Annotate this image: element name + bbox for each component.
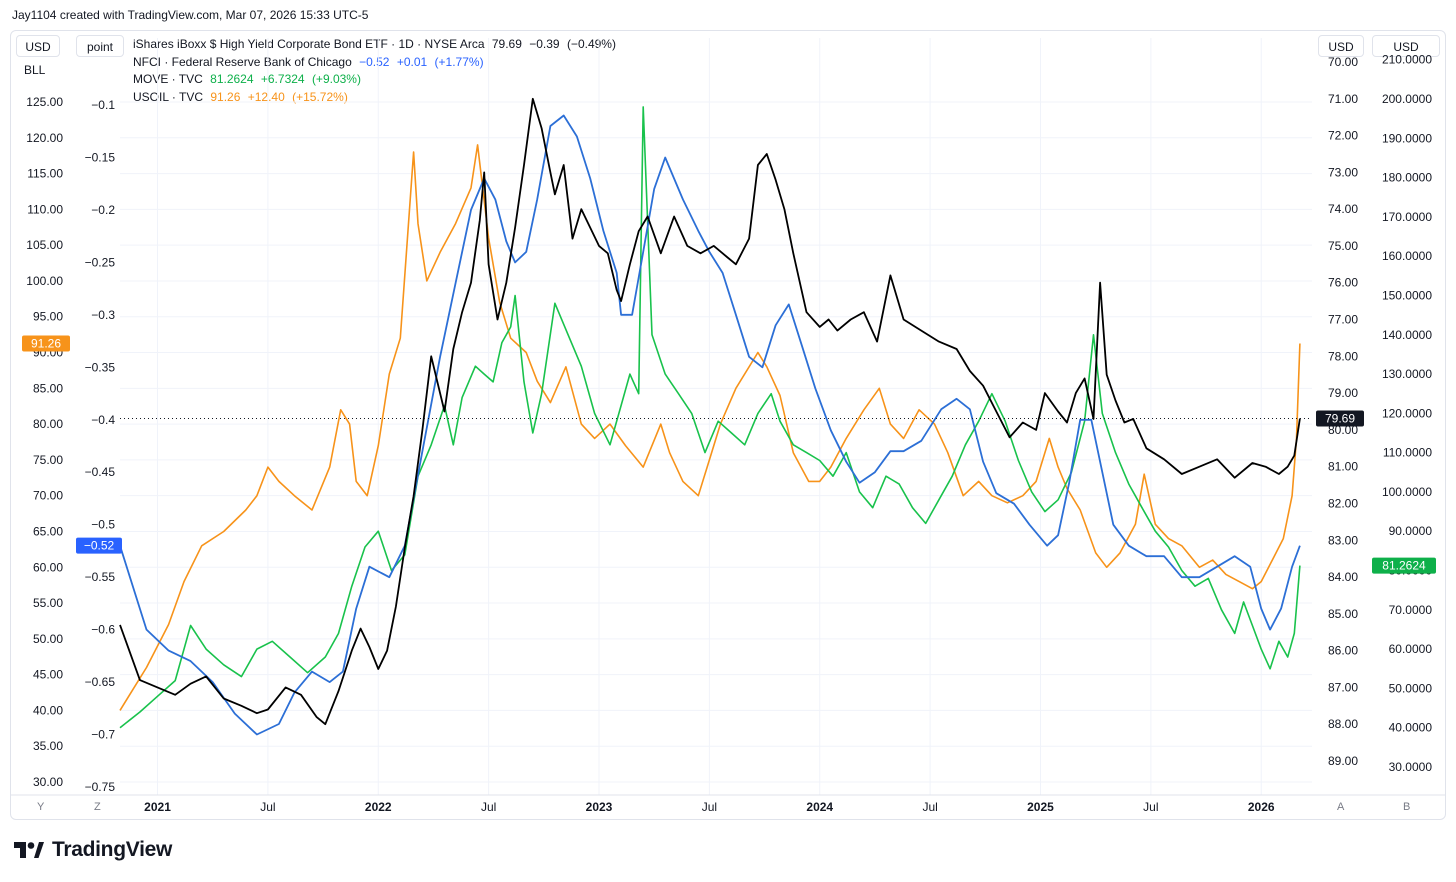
legend-row-hyg[interactable]: iShares iBoxx $ High Yield Corporate Bon… (133, 36, 620, 54)
legend-series-pct: (+9.03%) (311, 72, 361, 86)
tradingview-logo: TradingView (14, 838, 172, 862)
legend-row-nfci[interactable]: NFCI · Federal Reserve Bank of Chicago −… (133, 54, 620, 72)
legend-series-change: −0.39 (529, 37, 560, 51)
chart-legend: iShares iBoxx $ High Yield Corporate Bon… (133, 36, 620, 106)
legend-series-name: USOIL · TVC (133, 89, 204, 104)
legend-series-pct: (−0.49%) (566, 37, 616, 51)
legend-series-pct: (+1.77%) (434, 54, 484, 69)
right-axis-unit-button-usd-2[interactable]: USD (1372, 35, 1440, 57)
legend-series-value: −0.52 (359, 54, 390, 69)
legend-series-change: +12.40 (247, 89, 285, 104)
right-axis-unit-button-usd-1[interactable]: USD (1318, 35, 1364, 57)
chart-attribution: Jay1104 created with TradingView.com, Ma… (12, 8, 369, 22)
log-scale-toggle-y[interactable]: Y (37, 801, 45, 813)
legend-series-name: NFCI · Federal Reserve Bank of Chicago (133, 54, 352, 69)
left-axis-unit-button-point[interactable]: point (76, 35, 124, 57)
brand-name: TradingView (52, 838, 173, 861)
legend-series-pct: (+15.72%) (292, 89, 348, 104)
auto-scale-toggle-a[interactable]: A (1337, 801, 1345, 813)
auto-scale-toggle-b[interactable]: B (1403, 801, 1411, 813)
legend-series-value: 81.2624 (210, 72, 254, 86)
left-axis-symbol-label: BLL (24, 63, 46, 77)
legend-series-name: iShares iBoxx $ High Yield Corporate Bon… (133, 37, 485, 51)
legend-series-value: 91.26 (210, 89, 241, 104)
legend-row-move[interactable]: MOVE · TVC 81.2624 +6.7324 (+9.03%) (133, 71, 620, 89)
legend-series-change: +0.01 (396, 54, 428, 69)
legend-series-value: 79.69 (491, 37, 522, 51)
legend-series-change: +6.7324 (260, 72, 305, 86)
legend-row-usoil[interactable]: USOIL · TVC 91.26 +12.40 (+15.72%) (133, 89, 620, 107)
tradingview-logo-icon (14, 842, 44, 858)
left-axis-unit-button-usd[interactable]: USD (16, 35, 60, 57)
zoom-toggle-z[interactable]: Z (94, 801, 101, 813)
legend-series-name: MOVE · TVC (133, 72, 203, 86)
chart-frame (10, 30, 1446, 820)
